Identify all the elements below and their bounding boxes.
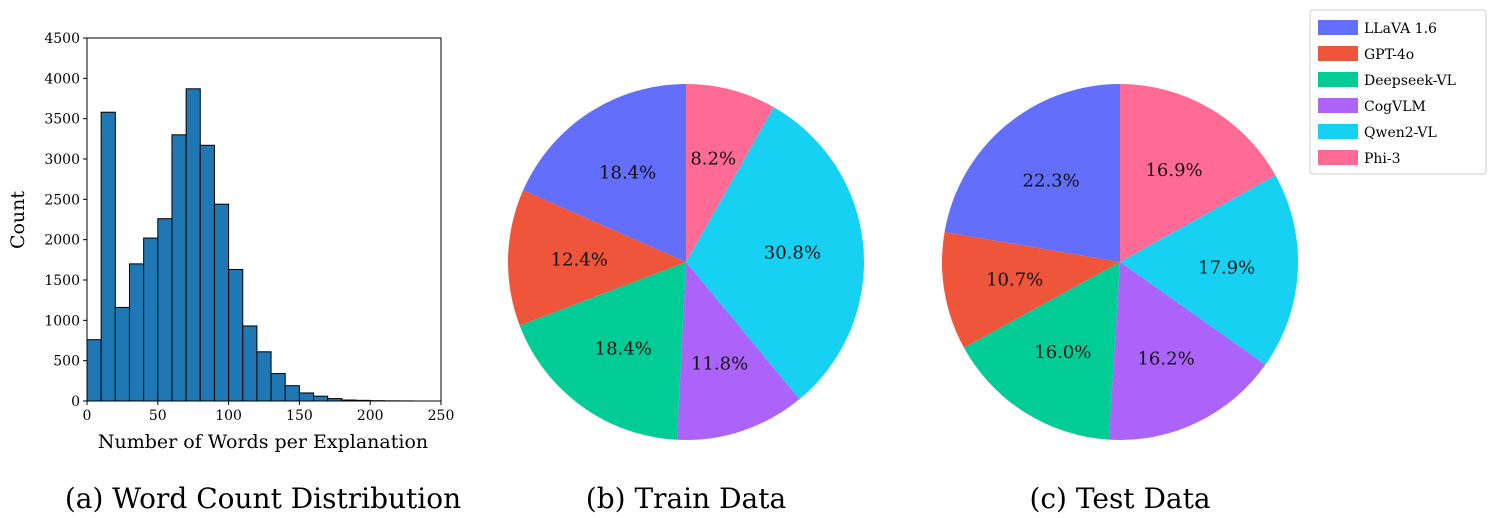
pie-train-slice-qwen2-vl [686, 107, 865, 400]
histogram-y-tick-label-6: 3000 [44, 152, 80, 168]
pie-test-pct-label-2: 16.2% [1137, 348, 1194, 369]
legend-label-1: GPT-4o [1364, 47, 1414, 63]
pie-train-slices [508, 84, 865, 440]
histogram-x-tick-label-5: 250 [428, 408, 455, 424]
pie-train-slice-cogvlm [677, 262, 800, 440]
caption-word-count: (a) Word Count Distribution [65, 482, 461, 515]
pie-test-pct-label-0: 16.9% [1145, 160, 1202, 181]
histogram-bar-7 [185, 88, 201, 402]
histogram-bar-6 [171, 134, 187, 402]
histogram-x-tick-label-4: 200 [357, 408, 384, 424]
pie-test-slice-qwen2-vl [1120, 175, 1298, 365]
histogram-bar-16 [313, 395, 329, 402]
legend-label-3: CogVLM [1364, 99, 1426, 115]
pie-train-pct-label-3: 18.4% [595, 338, 652, 359]
pie-test-slice-phi-3 [1120, 84, 1276, 262]
histogram-x-tick-label-0: 0 [83, 408, 92, 424]
histogram-bar-4 [143, 237, 159, 402]
legend-swatch-4 [1318, 124, 1358, 139]
histogram-y-tick-label-0: 0 [71, 394, 80, 410]
histogram-bar-14 [284, 385, 300, 402]
legend-swatch-2 [1318, 72, 1358, 87]
histogram-bars [86, 88, 414, 402]
pie-test-pct-label-4: 10.7% [986, 270, 1043, 291]
histogram-bar-15 [298, 392, 315, 402]
pie-train-slice-gpt-4o [508, 190, 686, 326]
histogram-x-label: Number of Words per Explanation [98, 431, 428, 453]
pie-test-slices [942, 84, 1298, 440]
histogram-x-tick-label-2: 100 [215, 408, 242, 424]
pie-train-panel: 8.2% 30.8% 11.8% 18.4% 12.4% 18.4% (b) Train … [508, 84, 865, 515]
pie-train-pct-label-5: 18.4% [599, 163, 656, 184]
histogram-bar-3 [128, 263, 145, 402]
histogram-x-tick-label-3: 150 [286, 408, 313, 424]
pie-train-pct-label-0: 8.2% [690, 149, 736, 170]
legend-swatch-1 [1318, 46, 1358, 61]
pie-test-pct-label-5: 22.3% [1023, 170, 1080, 191]
histogram-y-tick-label-4: 2000 [44, 233, 80, 249]
histogram-bar-12 [256, 351, 272, 402]
legend: LLaVA 1.6 GPT-4o Deepseek-VL CogVLM Qwen2-VL… [1309, 9, 1487, 175]
histogram-x-ticks: 0 50 100 150 200 250 [83, 401, 455, 424]
pie-test-panel: 16.9% 17.9% 16.2% 16.0% 10.7% 22.3% (c) Test … [942, 84, 1298, 515]
histogram-y-ticks: 0 500 1000 1500 2000 2500 3000 3500 4000 4500 [44, 31, 87, 410]
pie-test-slice-llava-1-6 [944, 84, 1120, 262]
pie-train-pct-label-2: 11.8% [691, 353, 748, 374]
histogram-bar-0 [86, 339, 102, 402]
legend-label-2: Deepseek-VL [1364, 73, 1456, 89]
pie-test-labels: 16.9% 17.9% 16.2% 16.0% 10.7% 22.3% [986, 160, 1255, 369]
legend-swatch-0 [1318, 20, 1358, 35]
pie-train-pct-label-4: 12.4% [551, 249, 608, 270]
histogram-y-tick-label-5: 2500 [44, 192, 80, 208]
legend-label-0: LLaVA 1.6 [1364, 21, 1437, 37]
histogram-y-label: Count [7, 191, 29, 249]
histogram-bar-10 [228, 269, 244, 402]
pie-test-pct-label-3: 16.0% [1034, 342, 1091, 363]
pie-test-pct-label-1: 17.9% [1198, 258, 1255, 279]
caption-train-data: (b) Train Data [586, 482, 786, 515]
histogram-panel: 0 50 100 150 200 250 0 500 1000 1500 2000 2500 3000… [7, 31, 461, 515]
histogram-y-tick-label-7: 3500 [44, 112, 80, 128]
histogram-bar-2 [114, 306, 130, 402]
histogram-axes-frame [86, 37, 442, 402]
caption-test-data: (c) Test Data [1029, 482, 1210, 515]
histogram-y-tick-label-1: 500 [53, 354, 80, 370]
pie-test-slice-deepseek-vl [964, 262, 1120, 440]
pie-train-slice-deepseek-vl [519, 262, 686, 440]
legend-label-5: Phi-3 [1364, 151, 1401, 167]
pie-train-labels: 8.2% 30.8% 11.8% 18.4% 12.4% 18.4% [551, 149, 821, 375]
pie-test-slice-gpt-4o [942, 231, 1120, 348]
histogram-y-tick-label-3: 1500 [44, 273, 80, 289]
pie-train-slice-phi-3 [686, 84, 774, 262]
histogram-bar-13 [270, 373, 286, 402]
histogram-bar-8 [199, 144, 215, 402]
pie-test-slice-cogvlm [1108, 262, 1266, 440]
legend-entries: LLaVA 1.6 GPT-4o Deepseek-VL CogVLM Qwen2-VL… [1318, 20, 1456, 167]
legend-swatch-3 [1318, 98, 1358, 113]
histogram-y-tick-label-8: 4000 [44, 71, 80, 87]
legend-swatch-5 [1318, 150, 1358, 165]
pie-train-slice-llava-1-6 [523, 84, 686, 262]
histogram-y-tick-label-9: 4500 [44, 31, 80, 47]
histogram-bar-5 [157, 218, 173, 402]
legend-label-4: Qwen2-VL [1364, 125, 1437, 141]
histogram-y-tick-label-2: 1000 [44, 313, 80, 329]
histogram-bar-9 [213, 203, 230, 402]
histogram-x-tick-label-1: 50 [149, 408, 167, 424]
pie-train-pct-label-1: 30.8% [764, 243, 821, 264]
histogram-bar-1 [100, 111, 116, 402]
histogram-bar-11 [242, 325, 258, 402]
